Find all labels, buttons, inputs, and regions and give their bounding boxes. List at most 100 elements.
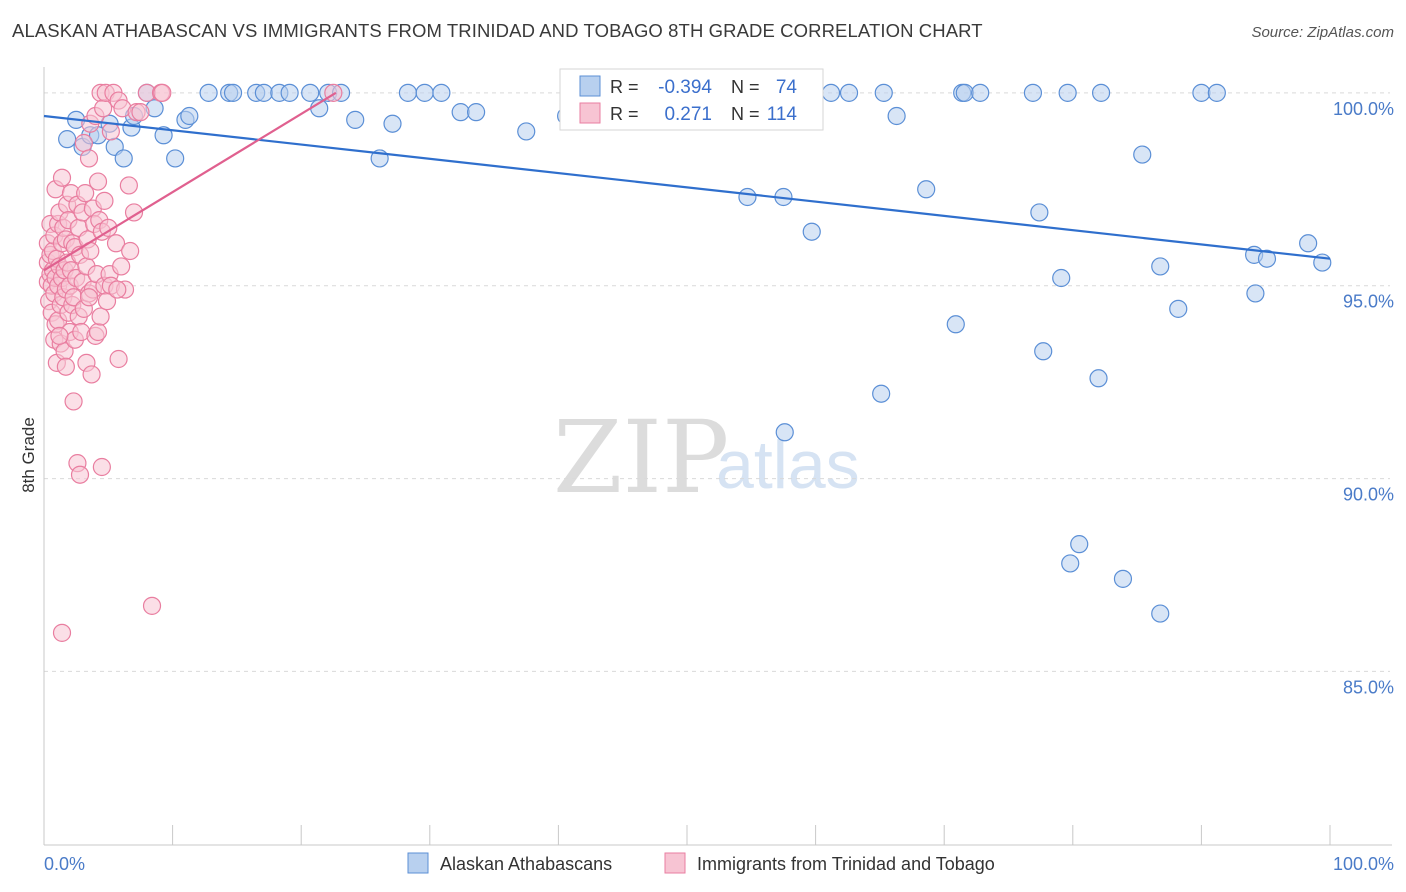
athabascan-point-22	[280, 83, 299, 102]
legend-label-alaskan-athabascans: Alaskan Athabascans	[440, 854, 612, 874]
trinidad-point-97	[112, 257, 131, 276]
athabascan-point-55	[1052, 268, 1071, 288]
trinidad-point-94	[106, 234, 126, 253]
athabascan-point-49	[917, 180, 936, 199]
athabascan-point-0	[58, 130, 77, 149]
athabascan-point-47	[872, 384, 891, 403]
athabascan-point-7	[114, 149, 133, 168]
trinidad-point-89	[99, 218, 118, 237]
athabascan-point-63	[1257, 249, 1277, 268]
athabascan-point-70	[1070, 535, 1089, 554]
athabascan-point-12	[154, 126, 173, 145]
athabascan-point-20	[254, 83, 274, 102]
series-legend: Alaskan Athabascans Immigrants from Trin…	[407, 852, 995, 874]
trinidad-point-111	[79, 288, 99, 307]
trinidad-point-113	[108, 280, 127, 299]
trinidad-point-35	[56, 357, 75, 376]
athabascan-point-48	[874, 83, 893, 102]
athabascan-point-73	[1169, 299, 1188, 318]
athabascan-point-32	[432, 83, 451, 102]
trinidad-point-100	[119, 176, 138, 195]
athabascan-point-18	[223, 83, 243, 102]
athabascan-point-69	[1113, 569, 1133, 588]
trinidad-point-77	[88, 172, 108, 191]
trinidad-point-60	[74, 133, 93, 153]
y-tick-label-0: 85.0%	[1343, 677, 1394, 697]
y-tick-label-3: 100.0%	[1333, 99, 1394, 119]
athabascan-point-43	[802, 222, 821, 241]
athabascan-point-72	[1089, 369, 1108, 388]
x-tick-label-min: 0.0%	[44, 854, 85, 874]
athabascan-point-30	[398, 83, 418, 102]
athabascan-point-71	[1061, 554, 1080, 573]
athabascan-point-59	[1192, 83, 1211, 102]
athabascan-trendline	[43, 114, 1331, 260]
x-tick-labels: 0.0% 100.0%	[44, 854, 1394, 874]
trinidad-point-91	[101, 122, 120, 141]
athabascan-point-52	[971, 83, 990, 102]
stats-n-value-1: 74	[776, 77, 798, 98]
athabascan-point-33	[451, 103, 470, 122]
athabascan-point-35	[517, 122, 536, 141]
trinidad-point-86	[95, 191, 114, 210]
y-tick-label-1: 90.0%	[1343, 485, 1394, 505]
athabascan-point-74	[946, 315, 965, 334]
athabascan-point-53	[1023, 83, 1043, 102]
stats-n-label-2: N =	[731, 104, 760, 124]
trendlines	[43, 91, 1331, 272]
athabascan-point-58	[1151, 257, 1170, 276]
stats-n-value-2: 114	[767, 104, 798, 125]
trinidad-point-46	[64, 392, 83, 411]
athabascan-point-57	[1133, 145, 1152, 164]
chart-title: ALASKAN ATHABASCAN VS IMMIGRANTS FROM TR…	[12, 20, 983, 41]
trinidad-point-106	[142, 596, 162, 615]
axes	[43, 67, 1392, 846]
athabascan-point-44	[821, 83, 841, 102]
legend-swatch-trinidad-tobago	[664, 852, 686, 874]
trinidad-point-108	[153, 83, 172, 102]
trinidad-point-70	[82, 365, 101, 384]
athabascan-point-75	[775, 423, 794, 442]
watermark: ZIP atlas	[553, 399, 860, 516]
stats-r-label-1: R =	[610, 77, 639, 97]
trinidad-point-78	[88, 322, 108, 342]
trinidad-point-80	[91, 307, 110, 326]
stats-r-value-1: -0.394	[658, 77, 712, 98]
athabascan-point-34	[466, 103, 486, 122]
alaskan-athabascans-points	[58, 83, 1332, 623]
stats-swatch-pink	[579, 102, 601, 124]
athabascan-point-16	[199, 83, 218, 102]
athabascan-point-41	[738, 187, 757, 207]
trinidad-point-66	[79, 149, 99, 168]
trinidad-point-102	[124, 203, 144, 222]
trinidad-point-104	[131, 103, 150, 122]
legend-label-trinidad-tobago: Immigrants from Trinidad and Tobago	[697, 854, 995, 874]
trinidad-point-109	[52, 623, 72, 642]
athabascan-point-51	[955, 83, 974, 102]
trinidad-trendline	[43, 91, 337, 272]
y-tick-labels: 85.0% 90.0% 95.0% 100.0%	[1333, 99, 1394, 698]
stats-legend: R = -0.394 N = 74 R = 0.271 N = 114	[559, 68, 824, 131]
stats-n-label-1: N =	[731, 77, 760, 97]
legend-swatch-alaskan-athabascans	[407, 852, 429, 874]
trinidad-point-28	[52, 168, 72, 187]
trinidad-point-56	[70, 465, 90, 484]
athabascan-point-31	[415, 83, 434, 102]
chart-source: Source: ZipAtlas.com	[1251, 24, 1394, 41]
trinidad-point-84	[94, 99, 113, 118]
athabascan-point-56	[1091, 83, 1111, 102]
trinidad-point-110	[50, 326, 69, 345]
athabascan-point-60	[1207, 83, 1226, 102]
athabascan-point-67	[1034, 342, 1053, 361]
athabascan-point-46	[887, 106, 906, 126]
gridlines	[44, 92, 1390, 672]
trinidad-tobago-points	[38, 83, 343, 642]
athabascan-point-23	[301, 83, 320, 102]
athabascan-point-64	[1299, 234, 1318, 253]
athabascan-point-45	[839, 83, 859, 102]
y-axis-label: 8th Grade	[19, 417, 38, 493]
athabascan-point-66	[1030, 203, 1049, 222]
x-tick-label-max: 100.0%	[1333, 854, 1394, 874]
athabascan-point-54	[1058, 83, 1077, 102]
